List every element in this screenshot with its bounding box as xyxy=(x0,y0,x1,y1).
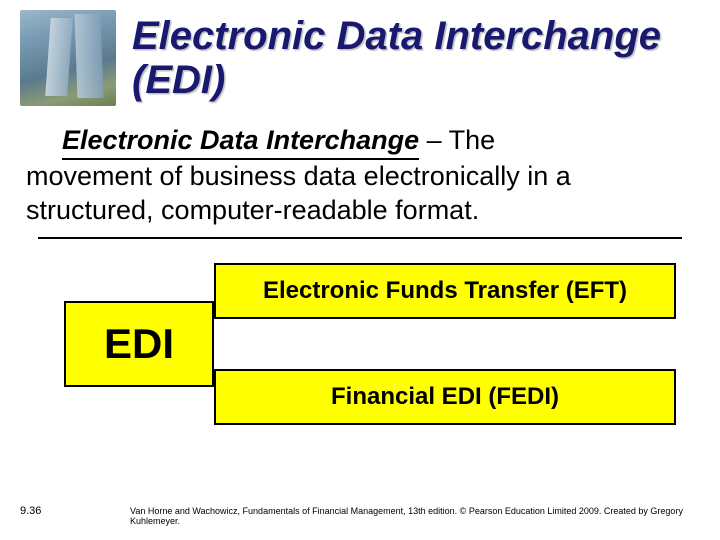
attribution-text: Van Horne and Wachowicz, Fundamentals of… xyxy=(130,506,700,526)
definition-rest-inline: – The xyxy=(419,125,495,155)
horizontal-divider xyxy=(38,237,682,239)
page-number: 9.36 xyxy=(20,505,130,517)
eft-box: Electronic Funds Transfer (EFT) xyxy=(214,263,676,319)
slide-header: Electronic Data Interchange (EDI) xyxy=(20,10,700,106)
edi-diagram: Electronic Funds Transfer (EFT) EDI Fina… xyxy=(38,261,682,451)
decorative-building-image xyxy=(20,10,116,106)
definition-rest: movement of business data electronically… xyxy=(26,161,571,225)
slide-container: Electronic Data Interchange (EDI) Electr… xyxy=(0,0,720,540)
slide-title: Electronic Data Interchange (EDI) xyxy=(132,10,700,102)
definition-text: Electronic Data Interchange – The moveme… xyxy=(26,124,694,227)
fedi-box: Financial EDI (FEDI) xyxy=(214,369,676,425)
edi-box: EDI xyxy=(64,301,214,387)
definition-term: Electronic Data Interchange xyxy=(62,124,419,160)
slide-footer: 9.36 Van Horne and Wachowicz, Fundamenta… xyxy=(0,505,720,526)
